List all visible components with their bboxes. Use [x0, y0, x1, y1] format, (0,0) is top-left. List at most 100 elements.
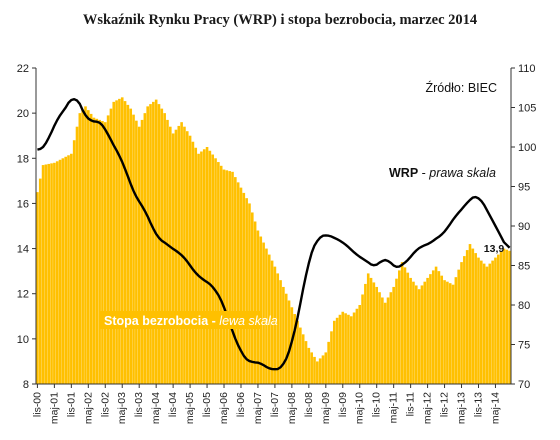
bar: [310, 352, 313, 384]
source-label: Źródło: BIEC: [425, 80, 497, 95]
bar: [304, 341, 308, 384]
bar: [146, 106, 149, 385]
bar: [347, 314, 350, 384]
bar: [217, 162, 220, 384]
bar: [152, 101, 155, 385]
bar: [344, 313, 347, 384]
bar: [437, 271, 441, 384]
bar: [468, 244, 472, 384]
bar: [426, 277, 429, 384]
right-tick-label: 95: [518, 182, 530, 194]
wrp-annotation: WRP - prawa skala: [389, 166, 496, 180]
bar: [205, 147, 209, 384]
bar: [89, 113, 93, 385]
bar: [505, 249, 509, 384]
bar: [480, 260, 483, 384]
bar: [103, 122, 107, 385]
bar: [378, 292, 381, 384]
bar: [228, 171, 231, 384]
right-tick-label: 75: [518, 340, 530, 352]
bar: [420, 285, 424, 384]
right-tick-label: 110: [518, 63, 536, 75]
bar: [276, 273, 280, 384]
x-tick-label: maj-07: [252, 392, 264, 424]
bar: [287, 300, 291, 384]
bar: [443, 280, 446, 384]
x-tick-label: maj-09: [320, 392, 332, 424]
bar: [53, 162, 56, 384]
bar: [222, 169, 226, 384]
bar: [185, 131, 189, 384]
chart-title: Wskaźnik Rynku Pracy (WRP) i stopa bezro…: [83, 12, 477, 28]
bar: [293, 314, 296, 384]
bar: [417, 289, 421, 384]
bar: [279, 280, 282, 384]
x-tick-label: lis-03: [133, 392, 145, 417]
bar: [55, 161, 59, 384]
x-axis-ticks: lis-00 maj-01 lis-01 maj-02 lis-02 maj-03 lis-…: [31, 384, 501, 424]
left-tick-label: 14: [17, 244, 29, 256]
bar: [61, 158, 65, 384]
bar: [126, 104, 130, 385]
bar: [485, 266, 489, 384]
left-tick-label: 12: [17, 289, 29, 301]
bar: [202, 149, 206, 384]
bar: [383, 302, 387, 384]
bar: [282, 286, 285, 384]
bar: [296, 320, 299, 384]
bar: [265, 248, 268, 384]
bar: [262, 242, 265, 384]
bar: [81, 109, 84, 384]
bar: [183, 126, 186, 384]
bar: [284, 293, 288, 384]
bar: [214, 158, 217, 384]
stopa-annotation: Stopa bezrobocia - lewa skala: [104, 314, 278, 328]
wrp-annotation-note: prawa skala: [428, 166, 496, 180]
unemployment-bars: [36, 97, 511, 385]
bar: [118, 98, 121, 384]
bar: [324, 352, 328, 384]
bar: [123, 101, 127, 384]
bar: [454, 277, 458, 384]
bar: [188, 135, 192, 384]
bar: [267, 254, 271, 384]
left-tick-label: 16: [17, 198, 29, 210]
x-tick-label: lis-09: [337, 392, 349, 417]
bar: [75, 126, 79, 384]
bar: [171, 133, 175, 384]
bar: [219, 165, 223, 384]
bar: [400, 262, 404, 384]
x-tick-label: lis-05: [201, 392, 213, 417]
x-tick-label: maj-11: [388, 392, 400, 423]
bar: [194, 147, 198, 384]
bar: [406, 272, 410, 384]
bar: [44, 164, 48, 384]
bar: [70, 153, 73, 384]
right-tick-label: 100: [518, 142, 536, 154]
last-bar-value-label: 13,9: [484, 243, 505, 255]
bar: [403, 267, 407, 384]
bar: [313, 356, 316, 384]
bar: [502, 248, 506, 384]
bar: [457, 269, 460, 384]
x-tick-label: lis-01: [65, 392, 77, 417]
bar: [381, 297, 384, 384]
bar: [72, 140, 76, 384]
bar: [460, 262, 463, 384]
bar: [316, 361, 319, 384]
bar: [332, 320, 336, 384]
bar: [395, 278, 398, 384]
left-tick-label: 20: [17, 108, 29, 120]
right-tick-label: 70: [518, 379, 530, 391]
bar: [92, 117, 96, 384]
bar: [256, 230, 260, 384]
bar: [440, 275, 444, 384]
bar: [84, 106, 87, 385]
bar: [208, 150, 212, 384]
bar: [200, 151, 203, 384]
bar: [47, 163, 51, 384]
x-tick-label: lis-13: [472, 392, 484, 417]
bar: [41, 165, 45, 384]
bar: [211, 154, 215, 384]
